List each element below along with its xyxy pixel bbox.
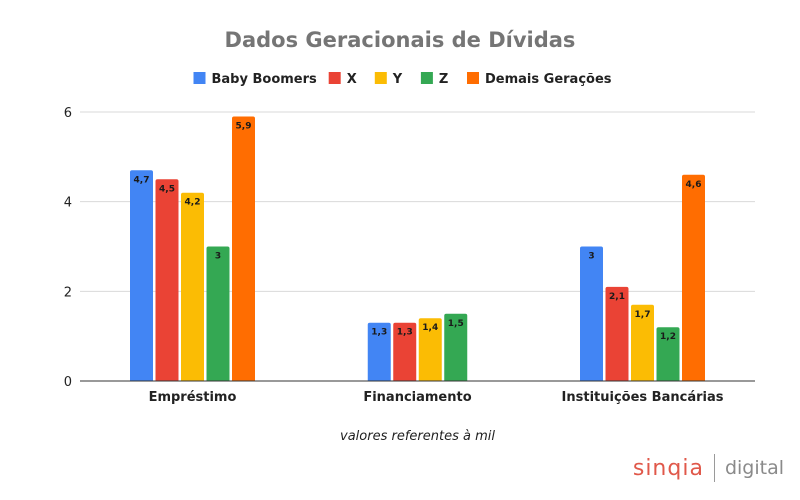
legend-label-4: Demais Gerações xyxy=(485,72,612,87)
brand-name: sinqia xyxy=(632,455,704,481)
brand-logo: sinqia digital xyxy=(633,454,784,482)
legend-swatch-0 xyxy=(193,72,206,84)
data-label-0-3: 3 xyxy=(215,252,221,262)
bar-0-3 xyxy=(206,246,230,381)
bar-0-1 xyxy=(155,179,179,381)
legend-swatch-1 xyxy=(328,72,341,84)
data-label-2-1: 2,1 xyxy=(609,292,625,302)
legend-swatch-3 xyxy=(420,72,433,84)
x-axis-label: valores referentes à mil xyxy=(340,429,495,444)
data-label-1-0: 1,3 xyxy=(371,328,387,338)
x-tick-label-1: Financiamento xyxy=(363,390,471,405)
bar-2-2 xyxy=(631,304,654,381)
bar-0-2 xyxy=(181,192,204,381)
legend-swatch-2 xyxy=(374,72,387,84)
bar-1-3 xyxy=(444,313,468,381)
data-label-1-1: 1,3 xyxy=(397,328,413,338)
legend-label-2: Y xyxy=(392,72,403,87)
bar-1-2 xyxy=(418,318,442,381)
x-tick-label-2: Instituições Bancárias xyxy=(562,390,724,405)
data-label-0-0: 4,7 xyxy=(134,175,150,185)
bar-0-4 xyxy=(232,116,255,381)
data-label-2-2: 1,7 xyxy=(635,310,651,320)
legend-label-1: X xyxy=(347,72,357,87)
y-tick-label-3: 6 xyxy=(64,106,72,121)
legend-label-0: Baby Boomers xyxy=(212,72,318,87)
data-label-0-2: 4,2 xyxy=(185,198,201,208)
data-label-0-4: 5,9 xyxy=(236,121,252,131)
legend-label-3: Z xyxy=(439,72,448,87)
bar-2-1 xyxy=(605,286,629,381)
brand-divider xyxy=(713,454,715,482)
x-tick-label-0: Empréstimo xyxy=(149,390,237,405)
bar-2-4 xyxy=(682,174,705,381)
data-label-1-2: 1,4 xyxy=(422,323,438,333)
y-tick-label-1: 2 xyxy=(64,285,72,300)
data-label-2-4: 4,6 xyxy=(686,180,702,190)
bar-1-1 xyxy=(393,322,417,381)
data-label-0-1: 4,5 xyxy=(159,184,175,194)
data-label-2-0: 3 xyxy=(588,252,594,262)
legend-swatch-4 xyxy=(467,72,479,84)
brand-tag: digital xyxy=(724,457,784,479)
bar-0-0 xyxy=(130,170,153,381)
y-tick-label-2: 4 xyxy=(64,196,72,211)
y-tick-label-0: 0 xyxy=(64,375,72,390)
bar-2-3 xyxy=(656,327,680,381)
chart-title: Dados Geracionais de Dívidas xyxy=(225,28,576,52)
data-label-2-3: 1,2 xyxy=(660,332,676,342)
bar-1-0 xyxy=(367,322,391,381)
data-label-1-3: 1,5 xyxy=(448,319,464,329)
bar-2-0 xyxy=(580,246,603,381)
